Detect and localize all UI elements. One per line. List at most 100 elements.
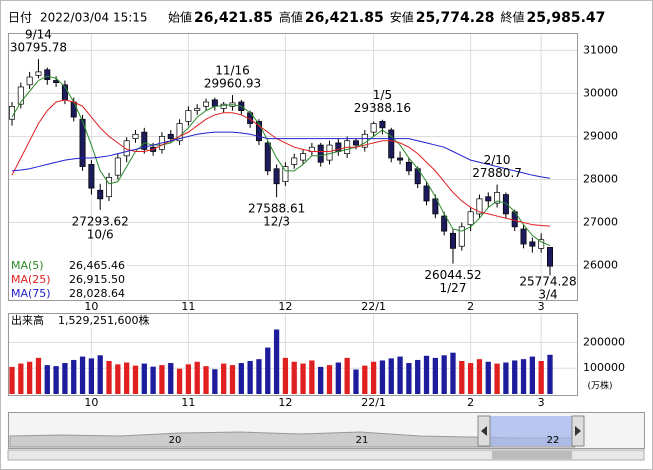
candle-body bbox=[176, 123, 183, 142]
candle-body bbox=[432, 198, 439, 215]
x-tick-label: 3 bbox=[538, 300, 545, 313]
volume-bar bbox=[326, 365, 333, 394]
volume-bar bbox=[441, 355, 447, 394]
x-tick-label: 12 bbox=[278, 300, 292, 313]
volume-bar bbox=[150, 366, 156, 394]
candle-body bbox=[9, 105, 15, 120]
candle-body bbox=[220, 103, 227, 109]
volume-total: 1,529,251,600株 bbox=[58, 313, 149, 327]
volume-bar bbox=[547, 354, 553, 394]
annotation-value: 29388.16 bbox=[354, 101, 411, 115]
scrollbar[interactable] bbox=[7, 449, 645, 461]
annotation-date: 12/3 bbox=[263, 215, 290, 229]
candle-body bbox=[291, 157, 298, 165]
field-label: 終値 bbox=[501, 10, 525, 25]
ma-line bbox=[11, 99, 551, 227]
x-tick-label: 2 bbox=[467, 396, 474, 409]
volume-bar bbox=[221, 363, 227, 394]
scroll-thumb[interactable] bbox=[492, 451, 572, 459]
y-tick-label: 29000 bbox=[583, 129, 618, 142]
volume-bar bbox=[159, 365, 165, 394]
volume-bar bbox=[538, 360, 544, 394]
candle-body bbox=[26, 76, 33, 86]
volume-bar bbox=[520, 359, 527, 394]
volume-bar bbox=[309, 360, 315, 394]
volume-bar bbox=[291, 361, 297, 394]
candle-body bbox=[211, 99, 218, 107]
candle-body bbox=[114, 157, 121, 176]
field-label: 安値 bbox=[390, 10, 414, 25]
field-value: 26,421.85 bbox=[194, 10, 273, 26]
volume-bar bbox=[62, 363, 68, 394]
date: 2022/03/04 15:15 bbox=[40, 11, 148, 25]
candle-body bbox=[88, 164, 95, 189]
legend-name: MA(25) bbox=[11, 273, 51, 286]
annotation-date: 3/4 bbox=[538, 288, 557, 302]
volume-bar bbox=[512, 360, 518, 394]
field-value: 26,421.85 bbox=[305, 10, 384, 26]
candle-body bbox=[458, 226, 465, 247]
volume-bar bbox=[459, 360, 465, 394]
volume-bar bbox=[450, 352, 456, 394]
date-label: 日付 bbox=[8, 11, 32, 25]
annotation-value: 25774.28 bbox=[519, 275, 576, 289]
candle-body bbox=[185, 110, 192, 122]
candle-body bbox=[379, 121, 386, 129]
volume-bar bbox=[379, 360, 386, 394]
volume-bar bbox=[106, 360, 112, 394]
candle-body bbox=[282, 166, 289, 182]
volume-bar bbox=[353, 369, 359, 394]
annotation-value: 30795.78 bbox=[10, 41, 67, 55]
volume-bar bbox=[476, 359, 483, 394]
volume-bar bbox=[88, 358, 95, 394]
volume-bar bbox=[35, 357, 42, 394]
x-tick-label: 3 bbox=[538, 396, 545, 409]
candle-body bbox=[203, 101, 210, 107]
volume-bar bbox=[265, 347, 271, 394]
annotation-value: 29960.93 bbox=[204, 77, 261, 91]
volume-bar bbox=[97, 355, 103, 394]
navigator-label: 22 bbox=[547, 435, 560, 446]
annotation-value: 27588.61 bbox=[248, 202, 305, 216]
candle-body bbox=[423, 185, 430, 202]
navigator-selection[interactable] bbox=[490, 416, 572, 446]
candle-body bbox=[141, 131, 148, 150]
volume-bar bbox=[344, 357, 350, 394]
y-tick-label: 200000 bbox=[583, 335, 625, 348]
volume-bar bbox=[388, 358, 394, 394]
ma-line bbox=[11, 75, 551, 246]
volume-bar bbox=[229, 365, 236, 394]
candle-body bbox=[44, 69, 51, 80]
volume-bar bbox=[71, 359, 77, 394]
x-tick-label: 12 bbox=[278, 396, 292, 409]
x-tick-label: 22/1 bbox=[361, 396, 386, 409]
candle-body bbox=[405, 161, 412, 172]
candle-body bbox=[370, 123, 377, 133]
annotation-value: 27880.7 bbox=[472, 166, 522, 180]
price-panel bbox=[8, 33, 578, 301]
candle-body bbox=[132, 133, 139, 139]
annotation-date: 11/16 bbox=[215, 64, 250, 78]
volume-bar bbox=[9, 366, 15, 394]
candle-body bbox=[520, 228, 527, 245]
volume-bar bbox=[79, 356, 86, 394]
candle-body bbox=[352, 140, 359, 146]
volume-bar bbox=[273, 329, 280, 394]
volume-bar bbox=[529, 356, 536, 394]
legend-value: 26,915.50 bbox=[69, 273, 125, 286]
field-label: 始値 bbox=[168, 10, 192, 25]
volume-bar bbox=[44, 365, 50, 394]
candle-body bbox=[317, 144, 324, 163]
candle-body bbox=[485, 196, 492, 202]
volume-bar bbox=[26, 361, 33, 394]
navigator-label: 21 bbox=[356, 435, 369, 446]
volume-bar bbox=[494, 363, 500, 394]
legend-name: MA(5) bbox=[11, 259, 44, 272]
volume-bar bbox=[318, 366, 324, 394]
x-tick-label: 10 bbox=[84, 396, 98, 409]
x-tick-label: 22/1 bbox=[361, 300, 386, 313]
legend-box bbox=[9, 258, 127, 300]
volume-bar bbox=[335, 362, 341, 394]
volume-bar bbox=[256, 359, 262, 394]
